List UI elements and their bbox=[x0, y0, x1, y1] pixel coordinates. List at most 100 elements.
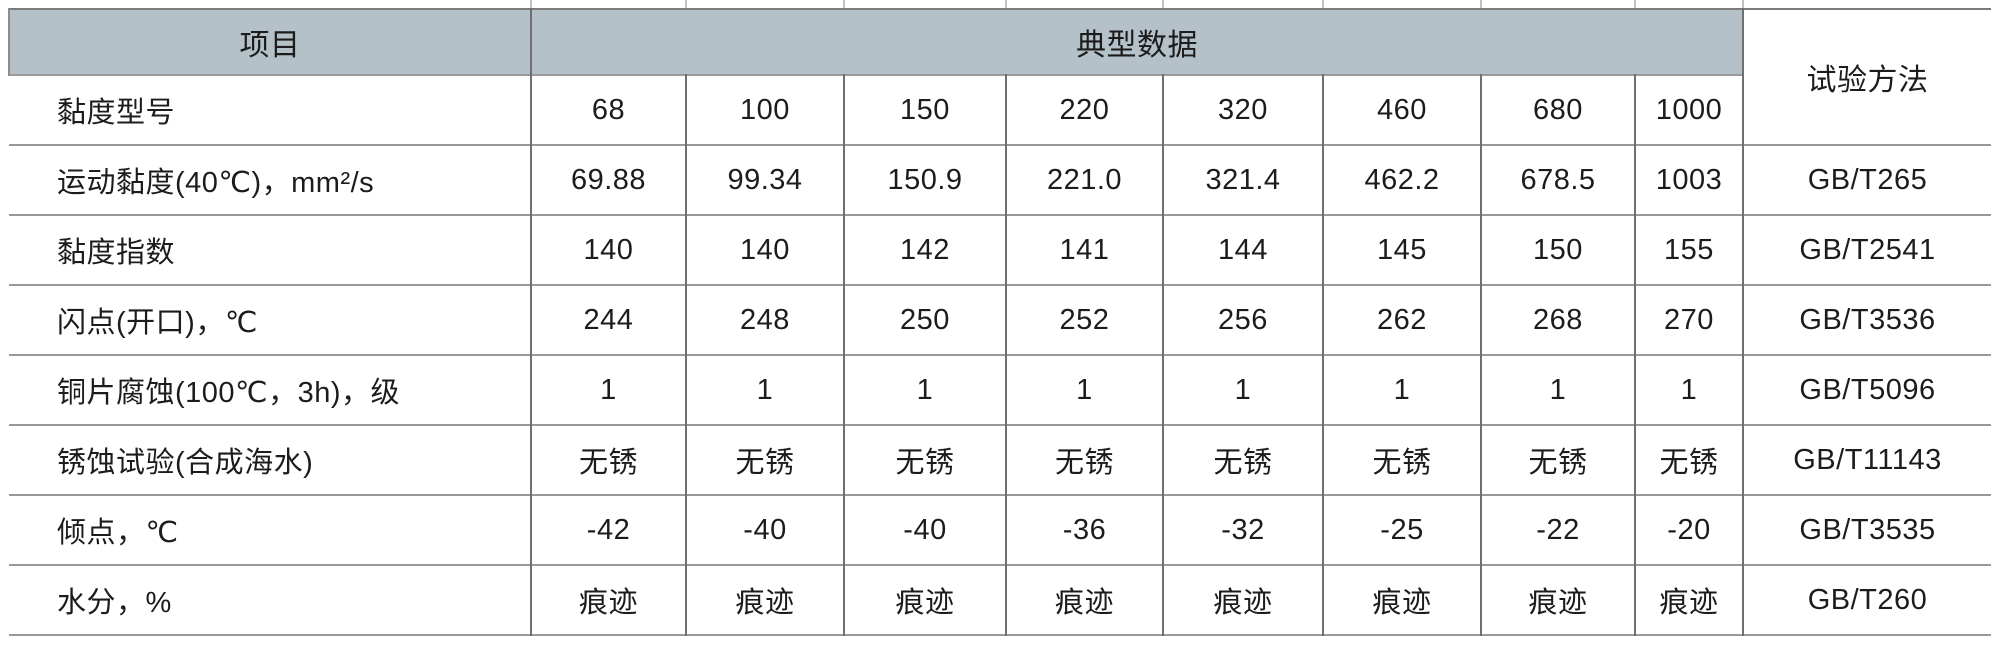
grade-cell: 68 bbox=[530, 75, 686, 145]
top-tick bbox=[1005, 0, 1007, 8]
value-cell: 痕迹 bbox=[530, 565, 686, 635]
value-cell: 痕迹 bbox=[1480, 565, 1635, 635]
value-cell: 244 bbox=[530, 285, 686, 355]
value-cell: 256 bbox=[1162, 285, 1323, 355]
value-cell: 1 bbox=[530, 355, 686, 425]
table-row-copper-corrosion: 铜片腐蚀(100℃，3h)，级 1 1 1 1 1 1 1 1 GB/T5096 bbox=[9, 355, 1991, 425]
value-cell: -42 bbox=[530, 495, 686, 565]
table-row-kinematic-viscosity: 运动黏度(40℃)，mm²/s 69.88 99.34 150.9 221.0 … bbox=[9, 145, 1991, 215]
method-cell: GB/T265 bbox=[1742, 145, 1991, 215]
grade-cell: 220 bbox=[1005, 75, 1163, 145]
value-cell: 321.4 bbox=[1162, 145, 1323, 215]
table-row-water-content: 水分，% 痕迹 痕迹 痕迹 痕迹 痕迹 痕迹 痕迹 痕迹 GB/T260 bbox=[9, 565, 1991, 635]
top-tick bbox=[1634, 0, 1636, 8]
value-cell: -20 bbox=[1634, 495, 1743, 565]
value-cell: -36 bbox=[1005, 495, 1163, 565]
value-cell: 69.88 bbox=[530, 145, 686, 215]
method-cell: GB/T3536 bbox=[1742, 285, 1991, 355]
value-cell: 1 bbox=[843, 355, 1006, 425]
grade-cell: 100 bbox=[685, 75, 844, 145]
typical-data-header: 典型数据 bbox=[530, 9, 1743, 75]
value-cell: 1 bbox=[1005, 355, 1163, 425]
value-cell: 141 bbox=[1005, 215, 1163, 285]
row-label: 黏度指数 bbox=[57, 237, 176, 269]
value-cell: 270 bbox=[1634, 285, 1743, 355]
row-label: 倾点，℃ bbox=[57, 517, 179, 549]
value-cell: 痕迹 bbox=[1162, 565, 1323, 635]
value-cell: 99.34 bbox=[685, 145, 844, 215]
top-tick bbox=[530, 0, 532, 8]
row-label: 运动黏度(40℃)，mm²/s bbox=[57, 167, 375, 199]
value-cell: 142 bbox=[843, 215, 1006, 285]
value-cell: 144 bbox=[1162, 215, 1323, 285]
item-header: 项目 bbox=[8, 9, 531, 75]
method-cell: GB/T2541 bbox=[1742, 215, 1991, 285]
value-cell: 无锈 bbox=[1005, 425, 1163, 495]
value-cell: 262 bbox=[1322, 285, 1481, 355]
value-cell: 462.2 bbox=[1322, 145, 1481, 215]
value-cell: 145 bbox=[1322, 215, 1481, 285]
method-cell: GB/T3535 bbox=[1742, 495, 1991, 565]
value-cell: 150.9 bbox=[843, 145, 1006, 215]
value-cell: -32 bbox=[1162, 495, 1323, 565]
value-cell: 无锈 bbox=[1634, 425, 1743, 495]
grade-cell: 320 bbox=[1162, 75, 1323, 145]
row-label: 铜片腐蚀(100℃，3h)，级 bbox=[57, 377, 401, 409]
row-label: 闪点(开口)，℃ bbox=[57, 307, 258, 339]
value-cell: 痕迹 bbox=[843, 565, 1006, 635]
value-cell: 678.5 bbox=[1480, 145, 1635, 215]
value-cell: 140 bbox=[530, 215, 686, 285]
table-row-pour-point: 倾点，℃ -42 -40 -40 -36 -32 -25 -22 -20 GB/… bbox=[9, 495, 1991, 565]
value-cell: 248 bbox=[685, 285, 844, 355]
value-cell: 155 bbox=[1634, 215, 1743, 285]
method-cell: GB/T11143 bbox=[1742, 425, 1991, 495]
value-cell: 无锈 bbox=[843, 425, 1006, 495]
method-cell: GB/T260 bbox=[1742, 565, 1991, 635]
value-cell: 无锈 bbox=[1322, 425, 1481, 495]
grade-cell: 680 bbox=[1480, 75, 1635, 145]
top-tick bbox=[1162, 0, 1164, 8]
test-method-header: 试验方法 bbox=[1742, 9, 1991, 145]
grade-cell: 150 bbox=[843, 75, 1006, 145]
value-cell: -40 bbox=[685, 495, 844, 565]
value-cell: 痕迹 bbox=[1322, 565, 1481, 635]
value-cell: 无锈 bbox=[1162, 425, 1323, 495]
value-cell: -40 bbox=[843, 495, 1006, 565]
top-tick bbox=[1322, 0, 1324, 8]
grade-cell: 1000 bbox=[1634, 75, 1743, 145]
value-cell: 1 bbox=[685, 355, 844, 425]
grade-row-label: 黏度型号 bbox=[57, 97, 176, 129]
value-cell: 252 bbox=[1005, 285, 1163, 355]
value-cell: 1 bbox=[1634, 355, 1743, 425]
value-cell: 1 bbox=[1480, 355, 1635, 425]
table-row-viscosity-index: 黏度指数 140 140 142 141 144 145 150 155 GB/… bbox=[9, 215, 1991, 285]
top-tick bbox=[685, 0, 687, 8]
row-label: 水分，% bbox=[57, 587, 172, 619]
top-tick bbox=[1480, 0, 1482, 8]
value-cell: 1 bbox=[1322, 355, 1481, 425]
row-label: 锈蚀试验(合成海水) bbox=[57, 447, 314, 479]
value-cell: 150 bbox=[1480, 215, 1635, 285]
top-tick bbox=[1742, 0, 1744, 8]
value-cell: 268 bbox=[1480, 285, 1635, 355]
top-tick bbox=[843, 0, 845, 8]
value-cell: -22 bbox=[1480, 495, 1635, 565]
grade-row: 黏度型号 68 100 150 220 320 460 680 1000 bbox=[9, 75, 1991, 145]
value-cell: 1 bbox=[1162, 355, 1323, 425]
value-cell: 250 bbox=[843, 285, 1006, 355]
value-cell: -25 bbox=[1322, 495, 1481, 565]
value-cell: 痕迹 bbox=[1005, 565, 1163, 635]
method-cell: GB/T5096 bbox=[1742, 355, 1991, 425]
value-cell: 痕迹 bbox=[685, 565, 844, 635]
spec-table: 项目 典型数据 试验方法 黏度型号 68 100 150 220 320 460… bbox=[8, 8, 1991, 636]
value-cell: 无锈 bbox=[530, 425, 686, 495]
value-cell: 痕迹 bbox=[1634, 565, 1743, 635]
value-cell: 140 bbox=[685, 215, 844, 285]
table-row-rust-test: 锈蚀试验(合成海水) 无锈 无锈 无锈 无锈 无锈 无锈 无锈 无锈 GB/T1… bbox=[9, 425, 1991, 495]
value-cell: 1003 bbox=[1634, 145, 1743, 215]
value-cell: 无锈 bbox=[685, 425, 844, 495]
table-row-flash-point: 闪点(开口)，℃ 244 248 250 252 256 262 268 270… bbox=[9, 285, 1991, 355]
value-cell: 无锈 bbox=[1480, 425, 1635, 495]
value-cell: 221.0 bbox=[1005, 145, 1163, 215]
grade-cell: 460 bbox=[1322, 75, 1481, 145]
